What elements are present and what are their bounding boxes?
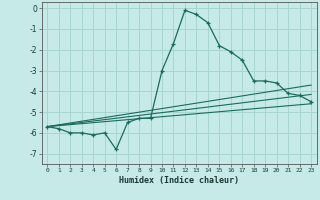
X-axis label: Humidex (Indice chaleur): Humidex (Indice chaleur) (119, 176, 239, 185)
